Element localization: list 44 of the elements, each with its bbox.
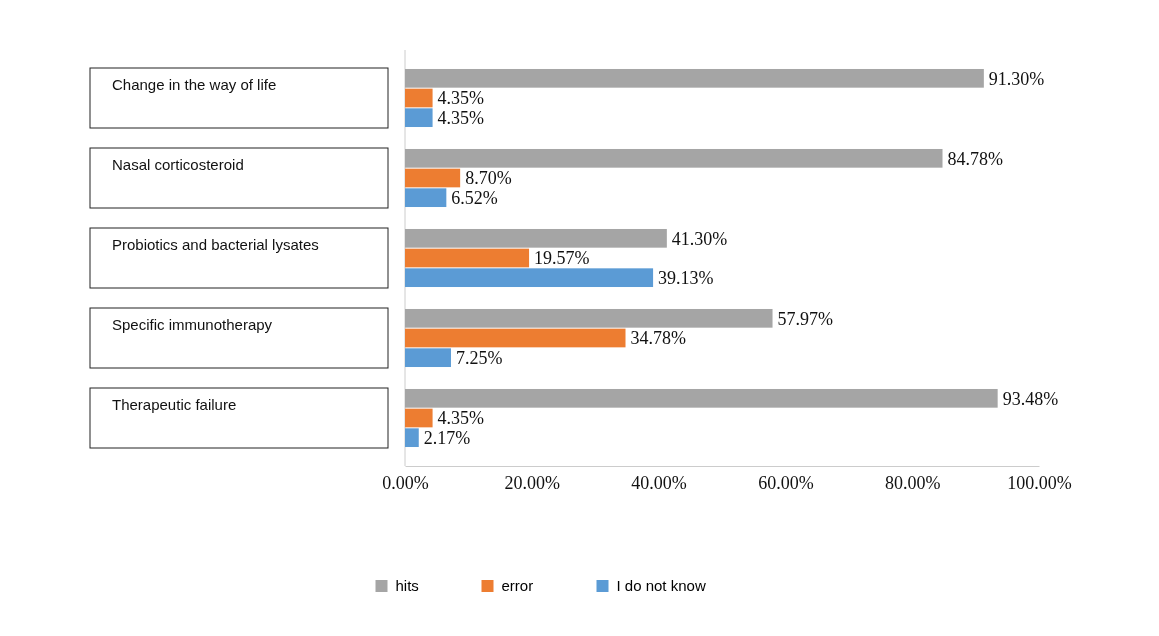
bar (405, 188, 447, 208)
data-label: 34.78% (630, 328, 687, 349)
data-label: 19.57% (534, 248, 590, 269)
bar (405, 268, 654, 288)
x-tick-label: 100.00% (1007, 472, 1072, 493)
data-label: 57.97% (777, 308, 834, 329)
y-tick-label: Therapeutic failure (112, 396, 237, 413)
y-tick-label: Probiotics and bacterial lysates (112, 236, 319, 253)
data-label: 6.52% (451, 187, 498, 208)
bar (405, 108, 433, 128)
y-tick-label: Change in the way of life (112, 76, 277, 93)
bar (405, 228, 667, 248)
data-label: 2.17% (423, 427, 471, 448)
bar (405, 168, 461, 188)
legend-label: error (501, 577, 534, 595)
bar (405, 248, 530, 268)
bar (405, 348, 451, 368)
x-tick-label: 40.00% (631, 472, 687, 493)
x-tick-label: 80.00% (884, 472, 941, 493)
x-tick-label: 20.00% (504, 472, 561, 493)
bar (405, 408, 433, 428)
data-label: 84.78% (947, 148, 1004, 169)
data-label: 39.13% (658, 267, 714, 288)
legend-label: I do not know (616, 577, 706, 595)
data-label: 8.70% (465, 168, 512, 189)
x-tick-label: 0.00% (382, 472, 429, 493)
data-label: 93.48% (1002, 388, 1059, 409)
data-label: 4.35% (437, 88, 485, 109)
bar (405, 68, 984, 88)
data-label: 7.25% (455, 347, 503, 368)
bar (405, 148, 943, 168)
bar (405, 308, 773, 328)
legend-label: hits (395, 577, 419, 595)
x-tick-label: 60.00% (758, 472, 814, 493)
data-label: 91.30% (988, 68, 1045, 89)
y-tick-label: Nasal corticosteroid (112, 156, 244, 173)
bar (405, 328, 626, 348)
y-tick-label: Specific immunotherapy (112, 316, 273, 333)
data-label: 41.30% (671, 228, 728, 249)
data-label: 4.35% (437, 408, 485, 429)
bar (405, 428, 419, 448)
bar (405, 388, 998, 408)
bar (405, 88, 433, 108)
data-label: 4.35% (437, 107, 485, 128)
